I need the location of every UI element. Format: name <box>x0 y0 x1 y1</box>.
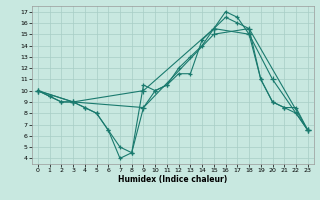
X-axis label: Humidex (Indice chaleur): Humidex (Indice chaleur) <box>118 175 228 184</box>
